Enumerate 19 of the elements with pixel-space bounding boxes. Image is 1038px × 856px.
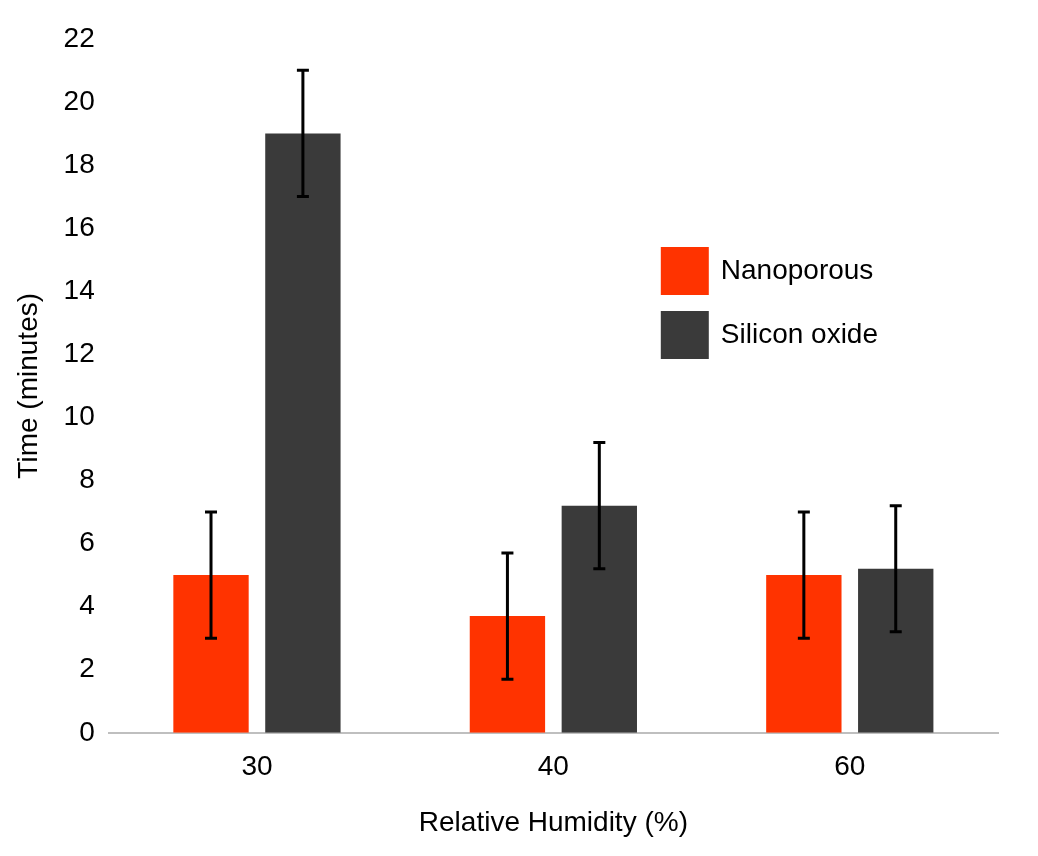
y-tick-label: 0 xyxy=(79,715,95,747)
legend-label: Silicon oxide xyxy=(720,317,878,349)
y-tick-label: 20 xyxy=(63,84,95,116)
y-tick-label: 18 xyxy=(63,147,95,179)
y-tick-label: 16 xyxy=(63,210,95,242)
y-tick-label: 10 xyxy=(63,400,95,432)
y-tick-label: 2 xyxy=(79,652,95,684)
x-tick-label: 60 xyxy=(834,750,866,782)
x-tick-label: 30 xyxy=(241,750,273,782)
y-tick-label: 12 xyxy=(63,336,95,368)
y-tick-label: 6 xyxy=(79,526,95,558)
x-axis-title: Relative Humidity (%) xyxy=(418,805,688,837)
legend-label: Nanoporous xyxy=(720,253,874,285)
x-tick-label: 40 xyxy=(537,750,569,782)
y-tick-label: 14 xyxy=(63,273,95,305)
y-tick-label: 8 xyxy=(79,463,95,495)
y-tick-label: 22 xyxy=(63,21,95,53)
y-tick-label: 4 xyxy=(79,589,95,621)
y-axis-title: Time (minutes) xyxy=(11,292,43,479)
